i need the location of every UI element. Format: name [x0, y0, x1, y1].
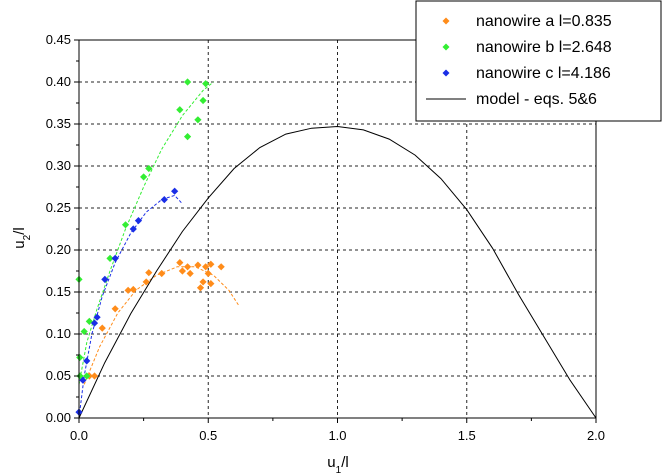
data-point	[90, 319, 99, 327]
legend-label: nanowire c l=4.186	[476, 65, 611, 82]
series-line-3	[78, 125, 597, 419]
y-tick-label: 0.25	[46, 200, 71, 215]
x-axis-label-main: u	[327, 454, 335, 471]
data-point	[142, 278, 150, 286]
legend: nanowire a l=0.835 nanowire b l=2.648 nano…	[415, 0, 662, 122]
x-tick-label: 2.0	[587, 428, 605, 443]
y-tick-label: 0.05	[46, 368, 71, 383]
data-point	[101, 275, 109, 283]
y-axis-label-main: u	[11, 240, 28, 248]
legend-swatch-marker	[442, 17, 450, 25]
data-point	[202, 263, 210, 271]
data-point	[202, 80, 210, 88]
data-point	[83, 357, 91, 365]
legend-swatch-marker	[442, 69, 450, 77]
data-point	[176, 106, 184, 114]
legend-label: nanowire b l=2.648	[476, 39, 612, 56]
data-point	[171, 187, 179, 195]
data-point	[145, 164, 153, 173]
curves	[78, 81, 597, 419]
data-point	[134, 217, 143, 225]
x-tick-label: 0.5	[199, 428, 217, 443]
y-axis-label-sub: 2	[22, 234, 33, 240]
legend-label: nanowire a l=0.835	[476, 13, 612, 30]
y-tick-label: 0.15	[46, 284, 71, 299]
legend-swatch-marker	[442, 43, 450, 51]
data-point	[204, 269, 212, 278]
data-point	[90, 372, 99, 380]
data-point	[194, 261, 202, 269]
y-tick-label: 0.45	[46, 32, 71, 47]
data-point	[186, 269, 194, 278]
data-point	[145, 269, 153, 277]
data-point	[79, 376, 87, 384]
data-point	[76, 353, 84, 362]
y-axis-label: u2/l	[11, 227, 33, 248]
data-point	[183, 78, 192, 86]
data-point	[194, 116, 202, 124]
series-trend-1	[78, 81, 214, 385]
data-point	[140, 173, 148, 181]
data-point	[129, 285, 137, 294]
data-point	[207, 260, 215, 268]
data-point	[217, 263, 225, 271]
y-tick-label: 0.30	[46, 158, 71, 173]
data-point	[183, 263, 192, 271]
data-point	[98, 324, 106, 332]
data-point	[124, 286, 132, 294]
legend-label: model - eqs. 5&6	[476, 91, 597, 108]
y-tick-label: 0.10	[46, 326, 71, 341]
data-point	[176, 259, 184, 267]
x-tick-label: 1.5	[458, 428, 476, 443]
data-point	[196, 284, 205, 292]
data-point	[80, 327, 88, 336]
data-point	[158, 269, 166, 278]
data-point	[111, 305, 119, 313]
y-tick-label: 0.35	[46, 116, 71, 131]
points	[75, 78, 225, 416]
series-trend-2	[78, 194, 183, 419]
y-tick-label: 0.00	[46, 410, 71, 425]
data-point	[83, 372, 91, 380]
x-axis-label-rest: /l	[341, 454, 349, 471]
x-tick-label: 1.0	[328, 428, 346, 443]
data-point	[199, 96, 207, 105]
data-point	[160, 196, 168, 204]
x-axis-label-sub: 1	[336, 465, 342, 475]
y-axis-label-rest: /l	[11, 227, 28, 235]
y-tick-label: 0.20	[46, 242, 71, 257]
data-point	[106, 254, 114, 262]
legend-box	[415, 0, 662, 122]
data-point	[207, 280, 215, 288]
data-point	[111, 254, 119, 262]
data-point	[199, 278, 207, 286]
data-point	[93, 313, 101, 321]
data-point	[129, 225, 137, 233]
series-trend-0	[83, 266, 240, 385]
data-point	[178, 267, 186, 275]
data-point	[183, 133, 192, 141]
ticks: 0.00 0.05 0.10 0.15 0.20 0.25 0.30 0.35 0.40 0.45…	[46, 32, 605, 443]
data-point	[121, 221, 130, 229]
y-tick-label: 0.40	[46, 74, 71, 89]
x-axis-label: u1/l	[327, 454, 348, 475]
data-point	[85, 317, 93, 325]
x-tick-label: 0.0	[70, 428, 88, 443]
